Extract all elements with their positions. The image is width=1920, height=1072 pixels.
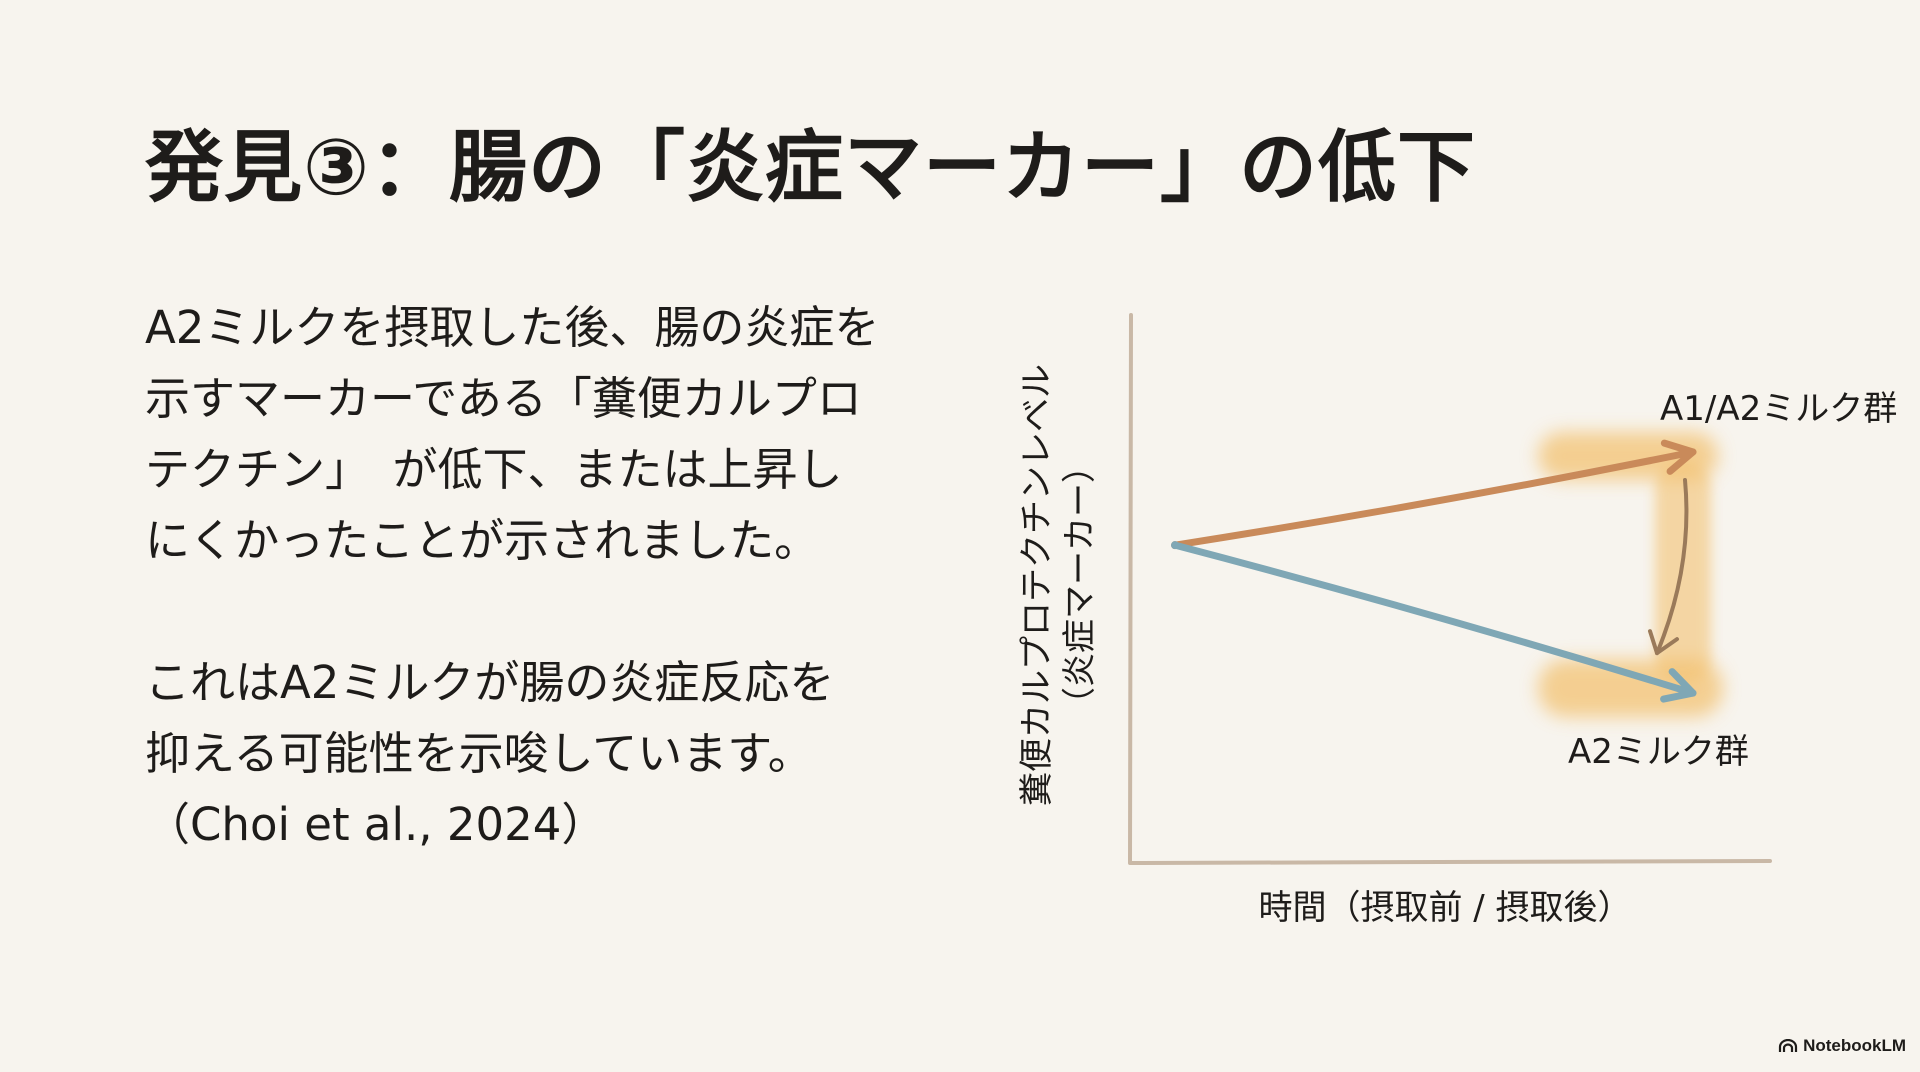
series-label: A2ミルク群 — [1568, 732, 1749, 772]
finding-line: A2ミルクを摂取した後、腸の炎症を — [145, 301, 880, 354]
brand-name: NotebookLM — [1803, 1036, 1906, 1055]
series-arrowhead — [1660, 668, 1697, 703]
series-start-point — [1171, 541, 1179, 550]
chart-axes — [1128, 313, 1772, 865]
finding-paragraph: A2ミルクを摂取した後、腸の炎症を 示すマーカーである「糞便カルプロ テクチン」… — [145, 292, 945, 576]
notebooklm-logo-icon — [1778, 1039, 1798, 1052]
y-axis-label: 糞便カルプロテクチンレベル — [1017, 364, 1057, 806]
comparison-arrowhead — [1648, 629, 1679, 656]
series-line — [1171, 541, 1697, 697]
comparison-arrow — [1655, 478, 1689, 656]
citation-line: （Choi et al., 2024） — [145, 798, 607, 851]
series-label: A1/A2ミルク群 — [1660, 389, 1897, 429]
y-axis-line — [1128, 313, 1133, 865]
implication-line: これはA2ミルクが腸の炎症反応を — [145, 656, 835, 709]
y-axis-sublabel: （炎症マーカー） — [1060, 449, 1100, 721]
calprotectin-chart: A1/A2ミルク群 A2ミルク群時間（摂取前 / 摂取後） 糞便カルプロテクチンレベ… — [1000, 300, 1897, 940]
finding-line: にくかったことが示されました。 — [145, 514, 820, 567]
body-text: A2ミルクを摂取した後、腸の炎症を 示すマーカーである「糞便カルプロ テクチン」… — [145, 292, 945, 860]
slide-title: 発見③：腸の「炎症マーカー」の低下 — [145, 123, 1477, 213]
x-axis-label: 時間（摂取前 / 摂取後） — [1258, 888, 1631, 928]
series-arrowhead — [1660, 439, 1697, 475]
x-axis-line — [1129, 859, 1772, 865]
finding-line: テクチン」 が低下、または上昇し — [145, 443, 843, 496]
implication-line: 抑える可能性を示唆しています。 — [145, 727, 813, 780]
implication-paragraph: これはA2ミルクが腸の炎症反応を 抑える可能性を示唆しています。 （Choi e… — [145, 647, 945, 860]
series-layer — [1171, 439, 1697, 703]
brand-badge: NotebookLM — [1778, 1036, 1906, 1056]
finding-line: 示すマーカーである「糞便カルプロ — [145, 372, 862, 425]
series-line — [1171, 448, 1697, 549]
